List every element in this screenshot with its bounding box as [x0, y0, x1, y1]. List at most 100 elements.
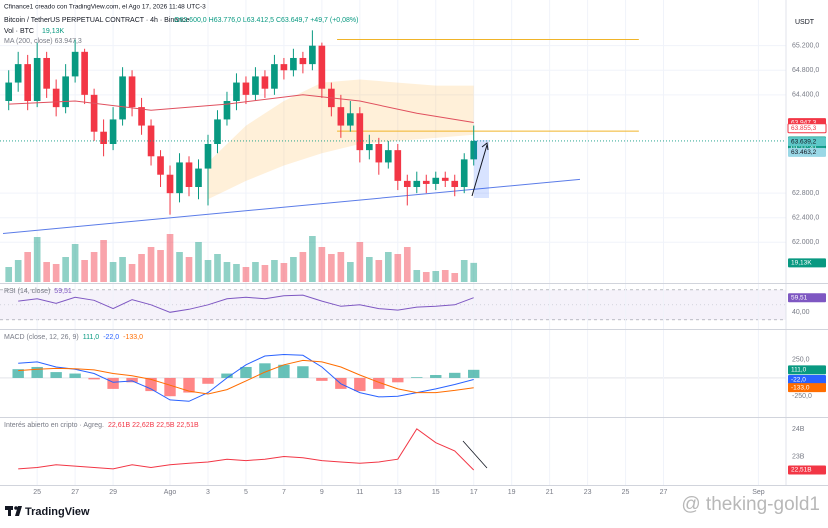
- volume-legend: Vol · BTC: [4, 28, 34, 35]
- volume-bar: [356, 242, 364, 282]
- volume-bar: [147, 247, 155, 282]
- arrow-head: [481, 142, 489, 151]
- value-tag-bg: [788, 375, 826, 385]
- histogram-bar: [183, 377, 195, 393]
- price-tag: 63.463,2: [791, 149, 817, 156]
- histogram-bar: [449, 372, 461, 378]
- x-tick-label: 29: [109, 489, 117, 496]
- currency: USDT: [795, 19, 815, 26]
- candle-body: [432, 177, 440, 184]
- volume-bar: [176, 252, 183, 282]
- x-tick-label: 25: [622, 489, 630, 496]
- y-tick-label: 62.400,0: [792, 215, 819, 222]
- histogram-bar: [126, 377, 138, 383]
- volume-bar: [252, 262, 259, 282]
- x-tick-label: Ago: [164, 489, 177, 496]
- volume-bar: [33, 237, 41, 282]
- candle-body: [223, 100, 231, 120]
- candle-body: [5, 82, 13, 101]
- candle-body: [119, 76, 126, 120]
- pane-title: Interés abierto en cripto · Agreg.: [4, 422, 104, 429]
- value-tag: 111,0: [791, 367, 807, 374]
- trend-line: [2, 178, 581, 234]
- position-box: [474, 140, 489, 198]
- ma-legend: MA (200, close) 63.947,3: [4, 38, 82, 45]
- pane-legend-value: 22,61B 22,62B 22,5B 22,51B: [108, 422, 199, 429]
- candle-body: [460, 159, 468, 188]
- y-tick-label: 62.800,0: [792, 190, 819, 197]
- x-tick-label: 9: [320, 489, 324, 496]
- volume-bar: [280, 263, 288, 282]
- volume-bar: [299, 252, 307, 282]
- volume-bar: [366, 257, 373, 282]
- candle-body: [204, 143, 212, 169]
- y-tick-label: 65.200,0: [792, 43, 819, 50]
- histogram-bar: [50, 372, 62, 378]
- indicator-band: [208, 79, 474, 200]
- candle-body: [375, 143, 383, 163]
- x-tick-label: 11: [356, 489, 363, 496]
- candle-body: [81, 51, 88, 95]
- candle-body: [394, 150, 402, 181]
- histogram-bar: [164, 377, 176, 397]
- volume-bar: [394, 254, 402, 282]
- candle-body: [280, 64, 288, 71]
- volume-bar: [43, 262, 50, 282]
- y-tick-label: 62.000,0: [792, 239, 819, 246]
- volume-bar: [81, 260, 88, 282]
- volume-bar: [347, 262, 354, 282]
- volume-bar: [328, 254, 335, 282]
- price-tag: 63.947,3: [791, 119, 817, 126]
- histogram-bar: [12, 369, 24, 378]
- volume-bar: [375, 260, 383, 282]
- volume-bar: [14, 260, 22, 282]
- volume-bar: [337, 252, 345, 282]
- candle-body: [356, 113, 364, 151]
- pane-legend-value: -22,0: [103, 334, 119, 341]
- candle-body: [422, 180, 430, 184]
- candle-body: [413, 180, 421, 188]
- x-tick-label: 19: [508, 489, 516, 496]
- candle-body: [128, 76, 136, 108]
- volume-bar: [109, 262, 117, 282]
- volume-bar: [261, 265, 269, 282]
- volume-bar: [242, 267, 250, 282]
- volume-bar: [119, 257, 126, 282]
- candle-body: [470, 140, 478, 160]
- logo-mark: [15, 506, 22, 516]
- volume-bar: [214, 254, 221, 282]
- x-tick-label: 3: [206, 489, 210, 496]
- candle-body: [347, 113, 354, 126]
- y-tick-label: 250,0: [792, 357, 810, 364]
- ohlc: O63.600,0 H63.776,0 L63.412,5 C63.649,7 …: [174, 17, 358, 24]
- macd-line: [18, 359, 474, 395]
- histogram-bar: [354, 377, 366, 392]
- histogram-bar: [240, 366, 252, 378]
- candle-body: [33, 57, 41, 101]
- value-tag: -133,0: [791, 384, 810, 391]
- y-tick-label: -250,0: [792, 393, 812, 400]
- volume-bar: [451, 273, 459, 282]
- candle-body: [43, 57, 50, 89]
- candle-body: [176, 162, 183, 194]
- pane-title: MACD (close, 12, 26, 9): [4, 334, 79, 341]
- histogram-bar: [107, 377, 119, 389]
- candle-body: [157, 156, 164, 175]
- candle-body: [90, 94, 98, 132]
- histogram-bar: [430, 375, 442, 378]
- volume-bar: [318, 247, 326, 282]
- histogram-bar: [278, 364, 290, 378]
- value-tag: 22,51B: [791, 467, 812, 474]
- candle-body: [384, 150, 392, 163]
- volume-bar: [128, 264, 136, 282]
- candle-body: [214, 119, 221, 144]
- candle-body: [451, 180, 459, 188]
- x-tick-label: 7: [282, 489, 286, 496]
- y-tick-label: 64.400,0: [792, 92, 819, 99]
- y-tick-label: 64.800,0: [792, 67, 819, 74]
- x-tick-label: 23: [584, 489, 592, 496]
- histogram-bar: [31, 366, 43, 378]
- candle-body: [138, 107, 145, 126]
- candle-body: [403, 180, 411, 188]
- macd-line: [18, 353, 474, 402]
